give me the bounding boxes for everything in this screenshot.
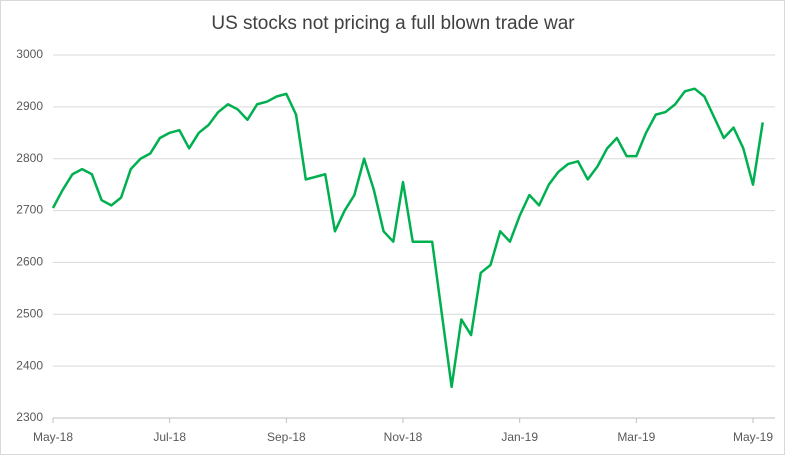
y-tick-label: 2400 <box>16 358 43 372</box>
y-tick-label: 3000 <box>16 47 43 61</box>
y-tick-label: 2600 <box>16 255 43 269</box>
x-tick-label: May-18 <box>33 430 73 444</box>
y-tick-label: 2300 <box>16 410 43 424</box>
x-tick-label: May-19 <box>733 430 773 444</box>
y-tick-label: 2500 <box>16 306 43 320</box>
y-tick-label: 2800 <box>16 151 43 165</box>
x-tick-label: Nov-18 <box>384 430 423 444</box>
chart-title: US stocks not pricing a full blown trade… <box>211 13 575 34</box>
y-tick-label: 2900 <box>16 99 43 113</box>
line-series <box>51 87 764 389</box>
x-tick-label: Jan-19 <box>501 430 538 444</box>
x-tick-label: Mar-19 <box>617 430 655 444</box>
x-tick-label: Jul-18 <box>153 430 186 444</box>
y-tick-label: 2700 <box>16 203 43 217</box>
x-tick-label: Sep-18 <box>267 430 306 444</box>
